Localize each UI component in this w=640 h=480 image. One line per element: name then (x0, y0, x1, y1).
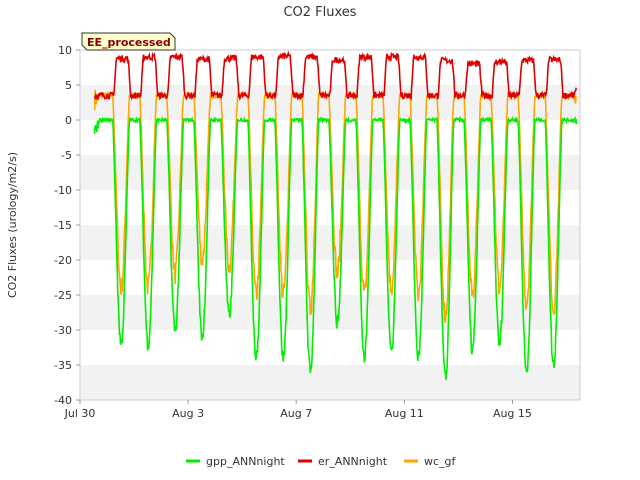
series-lines (93, 50, 578, 380)
y-tick-label: -5 (61, 149, 72, 162)
x-axis: Jul 30 Aug 3 Aug 7 Aug 11 Aug 15 (64, 400, 532, 420)
y-tick-label: 5 (65, 79, 72, 92)
y-tick-label: -30 (54, 324, 72, 337)
grid-band (80, 260, 580, 295)
grid-band (80, 190, 580, 225)
y-tick-label: 0 (65, 114, 72, 127)
grid-band (80, 295, 580, 330)
y-tick-label: -15 (54, 219, 72, 232)
y-tick-label: -35 (54, 359, 72, 372)
x-tick-label: Aug 11 (385, 407, 424, 420)
x-tick-label: Aug 3 (172, 407, 204, 420)
grid-band (80, 330, 580, 365)
badge-box (81, 32, 176, 51)
x-tick-label: Jul 30 (64, 407, 96, 420)
series-line-er-annnight (93, 50, 578, 102)
series-line-wc-gf (93, 89, 578, 324)
y-axis-label: CO2 Fluxes (urology/m2/s) (6, 152, 19, 298)
y-tick-label: 10 (58, 44, 72, 57)
badge-label: EE_processed (87, 36, 171, 49)
grid-band (80, 50, 580, 85)
legend: gpp_ANNnight er_ANNnight wc_gf (186, 455, 457, 468)
y-tick-label: -40 (54, 394, 72, 407)
legend-label: wc_gf (424, 455, 457, 468)
processed-badge: EE_processed (81, 32, 176, 51)
y-tick-label: -25 (54, 289, 72, 302)
grid-band (80, 365, 580, 400)
chart-title: CO2 Fluxes (283, 5, 356, 20)
legend-label: er_ANNnight (318, 455, 388, 468)
y-tick-label: -20 (54, 254, 72, 267)
x-tick-label: Aug 15 (493, 407, 532, 420)
y-tick-label: -10 (54, 184, 72, 197)
series-line-gpp-annnight (93, 115, 578, 380)
y-axis: 10 5 0 -5 -10 -15 -20 -25 -30 -35 -40 (54, 44, 80, 407)
x-tick-label: Aug 7 (280, 407, 312, 420)
legend-label: gpp_ANNnight (206, 455, 285, 468)
